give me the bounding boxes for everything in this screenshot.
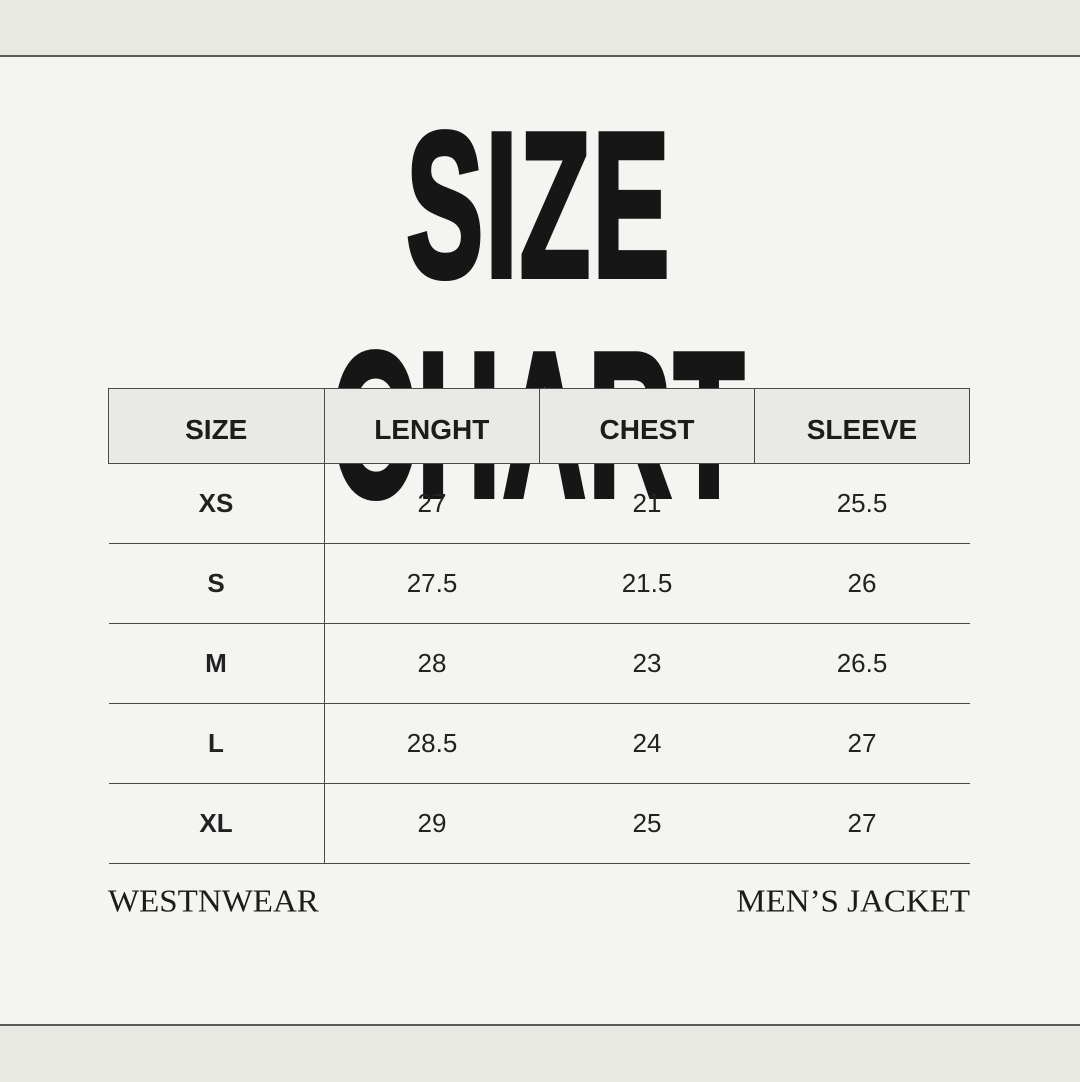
- sleeve-cell: 27: [754, 703, 970, 784]
- header-row: SIZE LENGHT CHEST SLEEVE: [108, 388, 970, 464]
- header-length: LENGHT: [323, 388, 540, 464]
- chest-cell: 25: [539, 783, 755, 864]
- product-name: MEN’S JACKET: [736, 884, 970, 920]
- bottom-band: [0, 1024, 1080, 1082]
- size-cell: XS: [108, 463, 325, 544]
- table-row: S 27.5 21.5 26: [108, 543, 970, 624]
- header-chest: CHEST: [539, 388, 755, 464]
- sleeve-cell: 25.5: [754, 463, 970, 544]
- top-band: [0, 0, 1080, 57]
- size-cell: L: [108, 703, 325, 784]
- page-title: SIZE CHART: [0, 92, 1080, 538]
- sleeve-cell: 26: [754, 543, 970, 624]
- length-cell: 28: [324, 623, 540, 704]
- chest-cell: 23: [539, 623, 755, 704]
- chest-cell: 21.5: [539, 543, 755, 624]
- length-cell: 27: [324, 463, 540, 544]
- table-row: XL 29 25 27: [108, 783, 970, 864]
- table-row: L 28.5 24 27: [108, 703, 970, 784]
- brand-name: WESTNWEAR: [108, 884, 319, 920]
- size-cell: XL: [108, 783, 325, 864]
- chest-cell: 24: [539, 703, 755, 784]
- length-cell: 28.5: [324, 703, 540, 784]
- size-cell: S: [108, 543, 325, 624]
- sleeve-cell: 27: [754, 783, 970, 864]
- size-table: SIZE LENGHT CHEST SLEEVE XS 27 21 25.5 S…: [108, 388, 970, 864]
- header-size: SIZE: [108, 388, 325, 464]
- chest-cell: 21: [539, 463, 755, 544]
- size-cell: M: [108, 623, 325, 704]
- sleeve-cell: 26.5: [754, 623, 970, 704]
- table-row: M 28 23 26.5: [108, 623, 970, 704]
- length-cell: 29: [324, 783, 540, 864]
- table-row: XS 27 21 25.5: [108, 463, 970, 544]
- length-cell: 27.5: [324, 543, 540, 624]
- header-sleeve: SLEEVE: [754, 388, 970, 464]
